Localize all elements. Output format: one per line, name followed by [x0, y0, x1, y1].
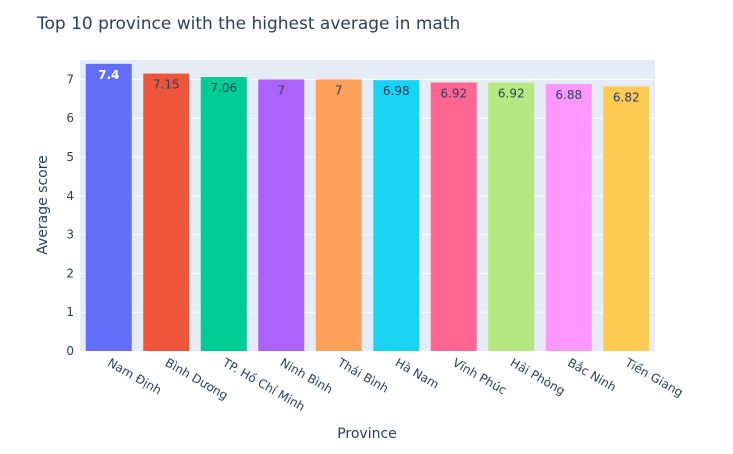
- x-tick-label: Nam Định: [105, 355, 164, 397]
- bar[interactable]: [85, 63, 132, 351]
- x-tick-label: Tiền Giang: [622, 355, 686, 400]
- bar-data-label: 6.92: [440, 87, 467, 101]
- bar-data-label: 7: [335, 83, 343, 97]
- y-tick-label: 1: [66, 305, 74, 319]
- bar-data-label: 7.15: [153, 78, 180, 92]
- x-tick-label: Bắc Ninh: [565, 355, 618, 394]
- bar[interactable]: [315, 79, 362, 352]
- data-labels: 7.4 7.15 7.06 7 7 6.98 6.92 6.92 6.88 6.82: [98, 68, 639, 105]
- y-tick-label: 6: [66, 111, 74, 125]
- bar-data-label: 6.82: [613, 90, 640, 104]
- bar[interactable]: [200, 77, 247, 352]
- x-axis-title: Province: [337, 426, 397, 442]
- bar[interactable]: [488, 82, 535, 351]
- bar[interactable]: [258, 79, 305, 352]
- bar-data-label: 6.92: [498, 87, 525, 101]
- bar-data-label: 7.06: [210, 81, 237, 95]
- y-tick-label: 3: [66, 228, 74, 242]
- bar-data-label: 6.88: [555, 88, 582, 102]
- x-tick-label: Thái Bình: [334, 355, 391, 396]
- bar[interactable]: [373, 80, 420, 352]
- bar[interactable]: [603, 86, 650, 351]
- y-tick-label: 2: [66, 266, 74, 280]
- bar[interactable]: [143, 73, 190, 351]
- y-tick-label: 0: [66, 344, 74, 358]
- x-tick-label: Hải Phòng: [508, 355, 568, 398]
- bar-data-label: 7.4: [98, 68, 119, 82]
- x-tick-label: Bình Dương: [163, 355, 231, 402]
- y-tick-label: 5: [66, 150, 74, 164]
- y-tick-label: 4: [66, 189, 74, 203]
- bar[interactable]: [430, 82, 477, 351]
- bar-data-label: 7: [277, 83, 285, 97]
- x-tick-label: Hà Nam: [393, 355, 442, 391]
- chart-title: Top 10 province with the highest average…: [36, 14, 460, 34]
- y-tick-label: 7: [66, 72, 74, 86]
- y-axis-title: Average score: [35, 155, 51, 255]
- bar-data-label: 6.98: [383, 84, 410, 98]
- y-axis-ticks: 0 1 2 3 4 5 6 7: [66, 72, 74, 358]
- x-tick-label: Vĩnh Phúc: [450, 355, 509, 397]
- bars: [85, 63, 650, 352]
- bar[interactable]: [545, 84, 592, 351]
